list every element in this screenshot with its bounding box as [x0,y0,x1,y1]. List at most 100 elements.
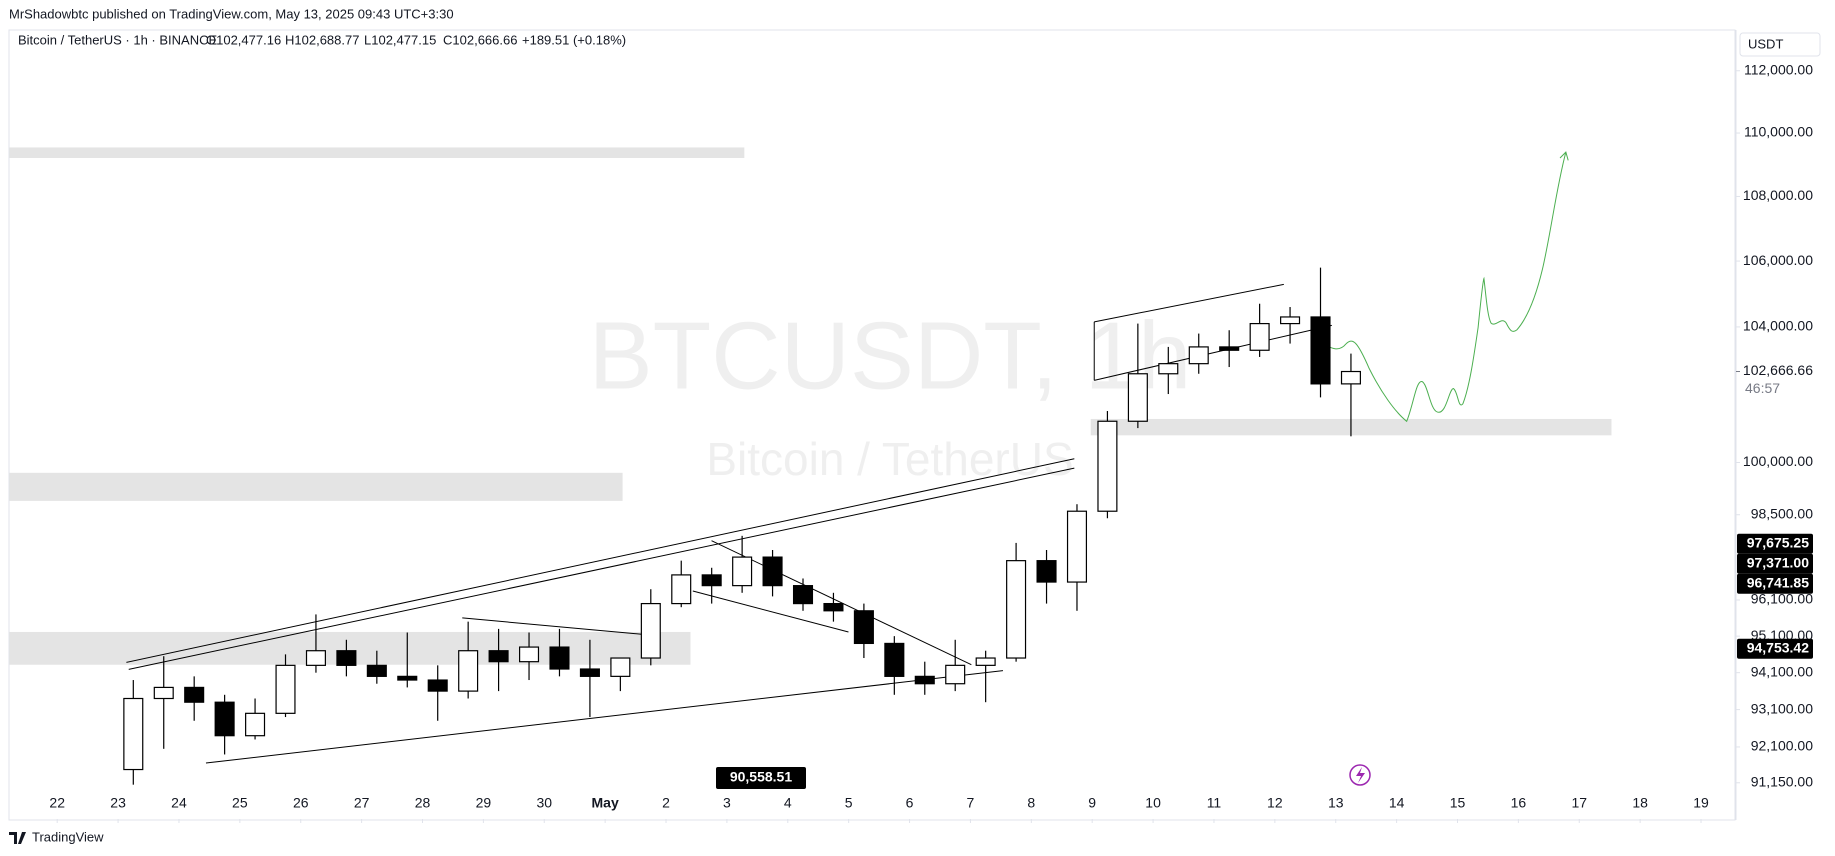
price-label: 96,741.85 [1747,574,1809,590]
candle-body [579,668,600,677]
y-tick-label: 98,500.00 [1751,505,1813,521]
candle-body [1066,510,1088,583]
candle-body [488,650,509,663]
candle-body [945,664,966,685]
footer-logo [9,832,26,844]
watermark-name: Bitcoin / TetherUS [706,433,1073,485]
candle-body [123,697,144,771]
price-label: 97,371.00 [1747,554,1809,570]
x-tick-label: 24 [171,795,187,811]
price-label-box [1737,638,1813,659]
candle-body [640,602,661,659]
candle-body [458,650,479,692]
candle-body [1249,322,1270,351]
y-tick-label: 106,000.00 [1743,252,1813,268]
candle-body [275,664,296,714]
price-label-box [1737,553,1813,574]
trend-line [1094,325,1332,380]
candle-body [1097,420,1118,512]
legend-symbol: Bitcoin / TetherUS · 1h · BINANCE [18,32,217,47]
legend-low: L102,477.15 [364,32,436,47]
candle-body [792,585,814,605]
x-tick-label: 6 [906,795,914,811]
y-tick-label: 110,000.00 [1744,124,1813,140]
zone [9,147,745,158]
candle-body [884,642,905,677]
y-tick-label: 91,150.00 [1751,773,1813,789]
x-tick-label: 27 [354,795,370,811]
published-line: MrShadowbtc published on TradingView.com… [9,6,454,21]
candle-body [671,574,692,605]
candle-body [366,664,387,677]
x-tick-label: 16 [1511,795,1527,811]
candle-body [732,556,753,587]
candle-body [975,657,996,666]
x-tick-label: 4 [784,795,792,811]
price-label-box [1737,533,1813,554]
candles [123,267,1361,785]
y-tick-label: 94,100.00 [1751,663,1813,679]
legend-change: +189.51 (+0.18%) [522,32,626,47]
y-tick-label: 104,000.00 [1743,318,1813,334]
candle-body [518,646,540,663]
y-tick-label: 100,000.00 [1743,453,1813,469]
last-price-label: 102,666.66 [1743,362,1813,378]
event-icon-bolt [1356,767,1365,783]
x-tick-label: 13 [1328,795,1344,811]
candle-body [1006,560,1027,659]
candle-body [853,610,874,645]
y-tick-label: 93,100.00 [1751,700,1813,716]
candle-body [610,657,631,677]
y-tick-label: 112,000.00 [1744,61,1813,77]
candle-body [1188,346,1209,365]
x-tick-label: 2 [662,795,670,811]
candle-body [549,646,570,670]
candle-body [184,686,205,703]
x-tick-label: 7 [967,795,975,811]
countdown: 46:57 [1745,380,1780,396]
candle-body [701,574,722,587]
candle-body [1158,363,1179,375]
x-tick-label: 22 [49,795,65,811]
x-tick-label: 28 [415,795,431,811]
currency[interactable]: USDT [1748,36,1783,51]
price-label-box [1737,573,1813,594]
currency-box[interactable] [1739,32,1821,57]
plot-frame [8,29,1736,821]
trend-line [126,459,1074,663]
y-tick-label: 108,000.00 [1743,187,1813,203]
zone [9,472,623,501]
projection-arrow [1560,152,1568,160]
x-tick-label: 19 [1693,795,1709,811]
x-tick-label: 30 [536,795,552,811]
trend-line [1094,284,1284,321]
candle-body [1340,370,1361,385]
projection-path [1319,152,1566,421]
candle-body [1219,346,1240,351]
y-tick-label: 92,100.00 [1751,738,1813,754]
footer-brand: TradingView [32,829,104,844]
drawings [9,147,1612,763]
legend-high: H102,688.77 [285,32,359,47]
trend-line [129,468,1075,669]
price-label: 94,753.42 [1747,639,1809,655]
legend-open: O102,477.16 [206,32,281,47]
x-tick-label: 9 [1088,795,1096,811]
candle-body [1036,560,1057,583]
price-label: 97,675.25 [1747,534,1809,550]
y-tick-label: 96,100.00 [1751,591,1813,607]
x-tick-label: 17 [1571,795,1587,811]
candle-body [762,556,783,587]
candle-body [214,701,235,737]
low-marker-box [716,767,806,789]
x-tick-label: 5 [845,795,853,811]
candle-body [336,650,357,666]
x-tick-label: May [592,795,619,811]
x-tick-label: 3 [723,795,731,811]
candle-body [153,686,174,700]
candle-body [397,675,418,681]
trend-line [206,671,1003,763]
